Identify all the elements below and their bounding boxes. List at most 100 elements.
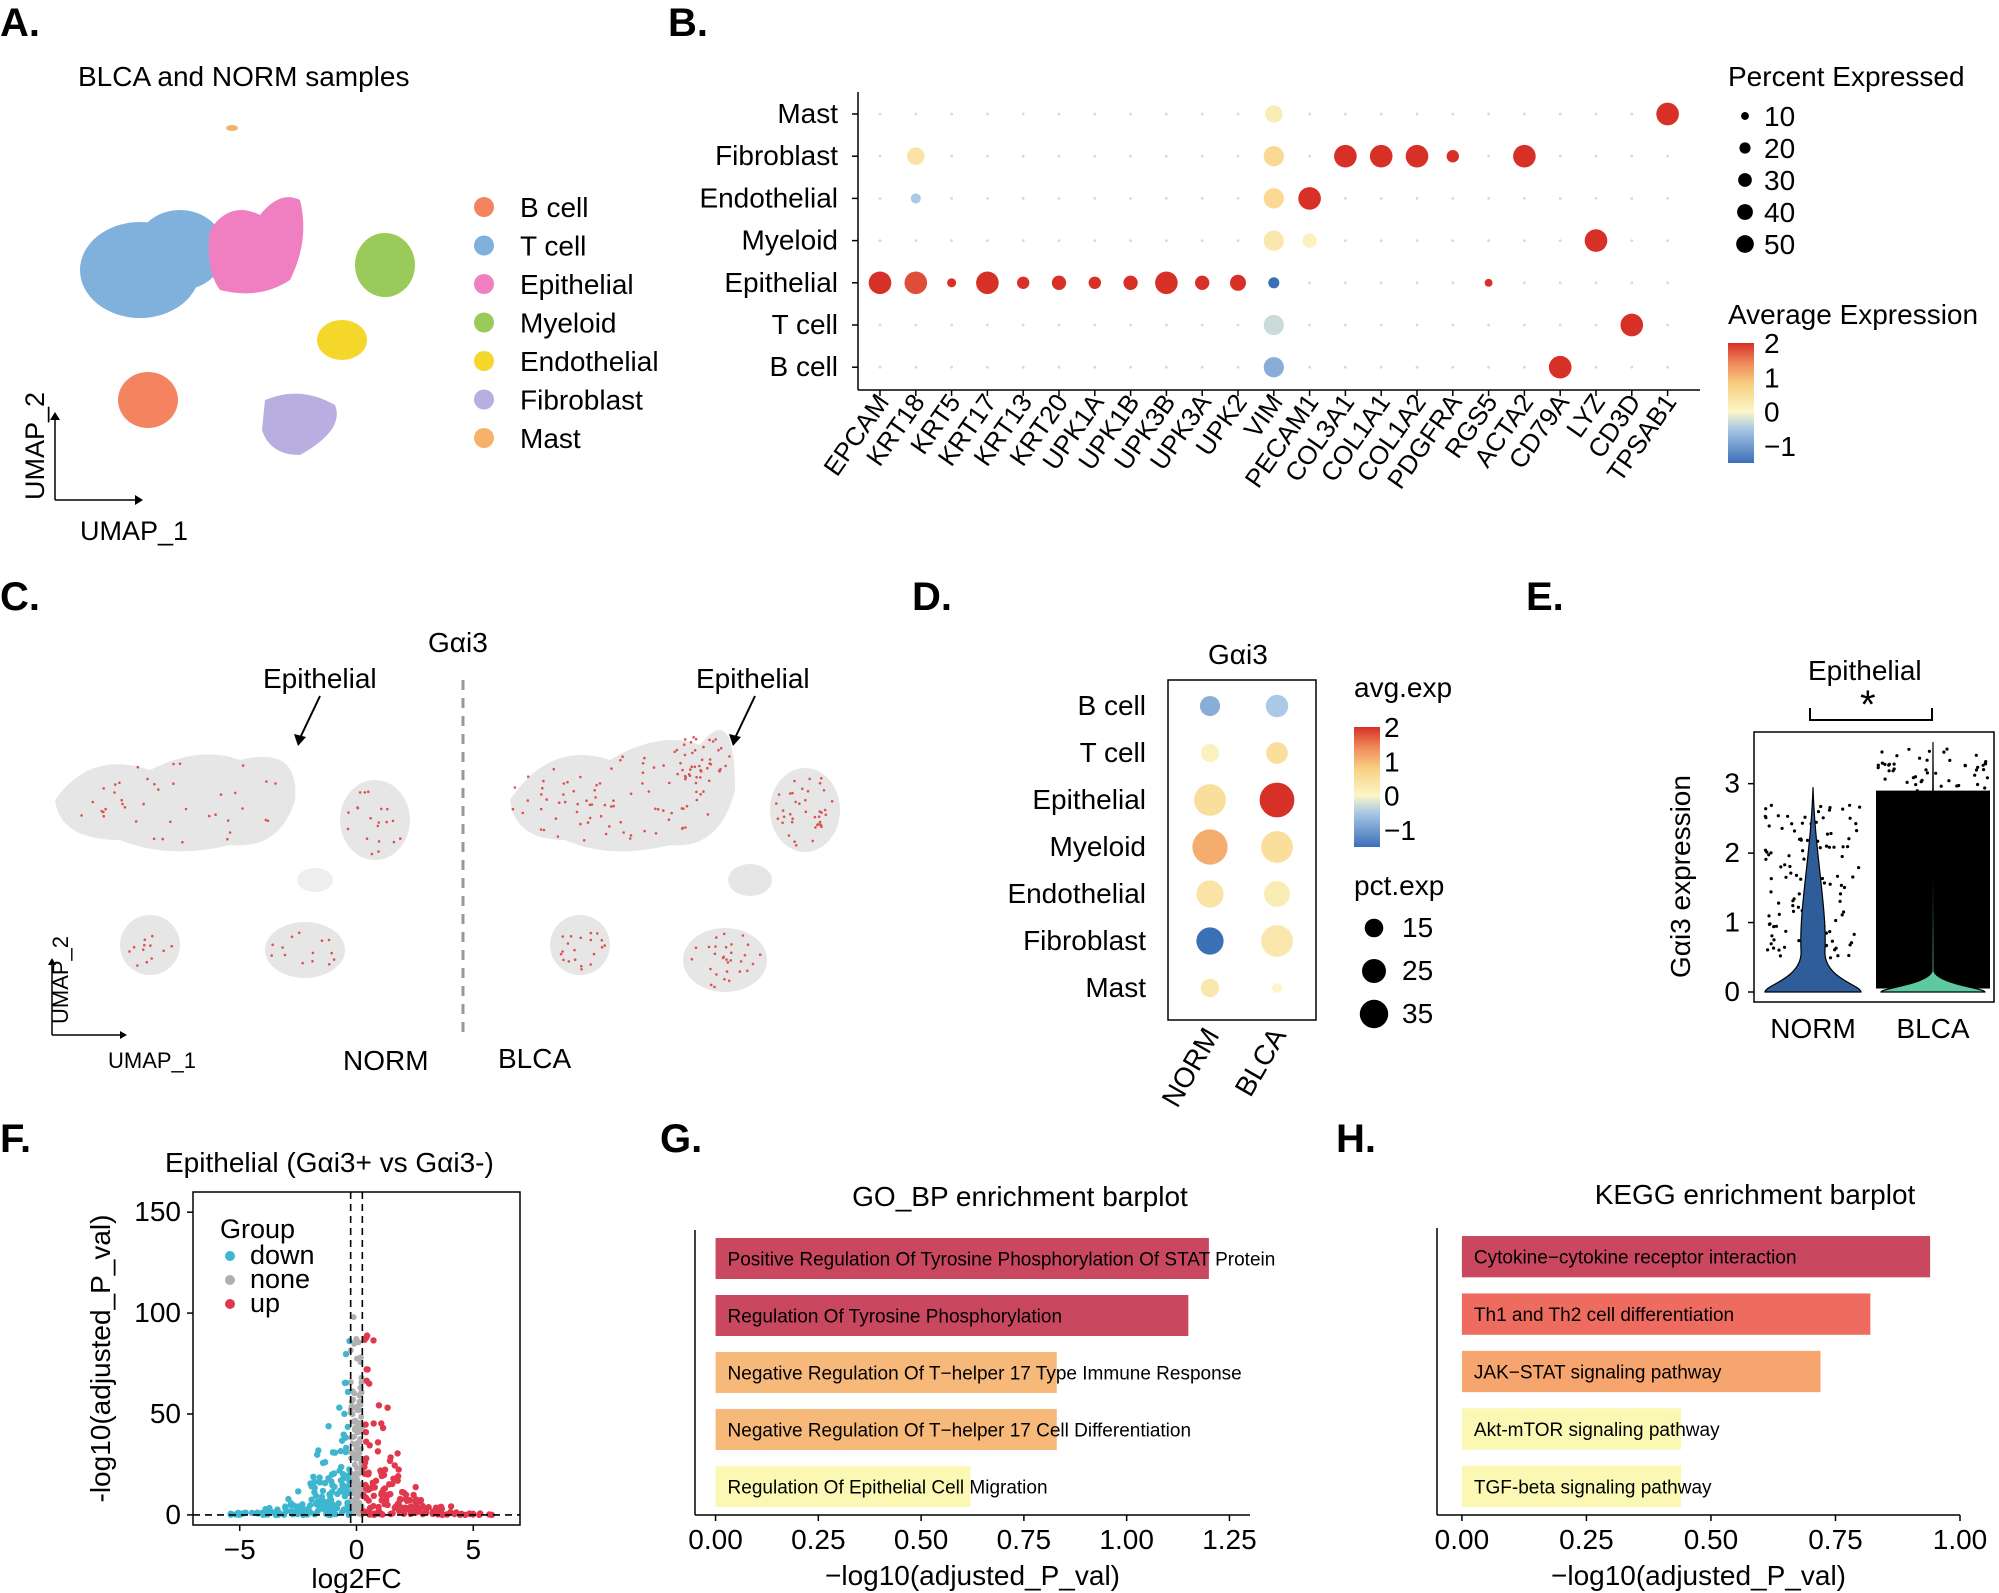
f-point-down: [339, 1483, 347, 1491]
b-background-dot: [1415, 112, 1419, 116]
f-point-down: [331, 1449, 339, 1456]
b-dot-myeloid-vim: [1263, 230, 1284, 251]
f-point-down: [342, 1488, 349, 1495]
b-background-dot: [1165, 154, 1168, 158]
b-background-dot: [1523, 197, 1526, 200]
b-background-dot: [950, 197, 953, 200]
f-point-up: [362, 1421, 369, 1428]
f-point-none: [355, 1407, 362, 1414]
panel-b-letter: B.: [668, 1, 708, 45]
expression-speck: [654, 807, 657, 811]
expression-speck: [266, 819, 270, 823]
legend-key-myeloid: [474, 312, 494, 333]
e-point-blca: [1957, 783, 1961, 788]
b-background-dot: [1093, 323, 1097, 327]
b-dot-mast-vim: [1265, 105, 1283, 123]
f-point-down: [316, 1474, 323, 1481]
legend-key-b-cell: [474, 197, 494, 217]
f-point-up: [363, 1455, 370, 1462]
e-point-norm: [1840, 913, 1844, 917]
b-background-dot: [1379, 365, 1383, 369]
expression-speck: [793, 779, 796, 783]
expression-speck: [690, 957, 694, 961]
b-background-dot: [1630, 365, 1634, 369]
expression-speck: [121, 802, 124, 806]
panel-d: D. Gαi3 B cell T cell Epithelial Myeloid End…: [912, 575, 1452, 1112]
expression-speck: [594, 796, 597, 799]
f-point-up: [366, 1511, 373, 1518]
b-background-dot: [1666, 154, 1669, 158]
f-point-down: [306, 1502, 314, 1509]
expression-speck: [724, 764, 727, 768]
f-legend-key-none: [225, 1275, 235, 1285]
b-background-dot: [1236, 154, 1240, 158]
expression-speck: [823, 808, 827, 812]
bar-label: Negative Regulation Of T−helper 17 Type …: [728, 1364, 1242, 1385]
expression-speck: [714, 945, 717, 948]
expression-speck: [102, 814, 105, 818]
expression-speck: [791, 791, 794, 795]
e-point-blca: [1892, 762, 1896, 766]
f-point-down: [285, 1495, 292, 1503]
e-point-norm: [1788, 864, 1792, 869]
b-background-dot: [1093, 365, 1097, 369]
b-size-key: [1739, 142, 1751, 154]
expression-speck: [233, 791, 237, 795]
b-background-dot: [1057, 154, 1061, 158]
e-point-blca: [1910, 795, 1914, 799]
d-dot-epithelial-norm: [1194, 784, 1226, 816]
b-background-dot: [1344, 197, 1347, 200]
expression-speck: [526, 775, 530, 778]
e-point-norm: [1841, 807, 1845, 811]
f-point-up: [362, 1429, 370, 1436]
e-point-norm: [1767, 914, 1771, 918]
f-point-up: [375, 1508, 383, 1516]
expression-speck: [652, 766, 656, 769]
f-point-up: [365, 1471, 372, 1478]
f-point-up: [380, 1471, 388, 1479]
expression-speck: [679, 761, 682, 765]
e-point-norm: [1777, 901, 1781, 905]
e-point-norm: [1816, 810, 1821, 814]
expression-speck: [814, 826, 817, 829]
b-background-dot: [1379, 281, 1383, 285]
e-point-norm: [1829, 831, 1833, 836]
panel-d-title: Gαi3: [1208, 639, 1268, 670]
d-frame: [1167, 679, 1317, 1021]
e-point-blca: [1958, 793, 1962, 797]
b-background-dot: [1379, 197, 1383, 200]
expression-speck: [377, 840, 381, 843]
b-background-dot: [1487, 239, 1490, 243]
expression-speck: [789, 812, 792, 816]
e-ytick-label: 0: [1724, 976, 1740, 1007]
expression-speck: [104, 807, 107, 811]
b-background-dot: [1021, 239, 1025, 243]
e-point-blca: [1887, 763, 1891, 767]
expression-speck: [369, 816, 372, 820]
expression-speck: [818, 810, 822, 813]
e-point-norm: [1838, 899, 1842, 904]
expression-speck: [226, 837, 229, 841]
d-row-label: T cell: [1080, 737, 1146, 768]
f-point-none: [358, 1413, 365, 1420]
b-color-tick: −1: [1764, 431, 1796, 462]
b-background-dot: [1200, 197, 1204, 200]
b-dot-t-cell-cd3d: [1620, 313, 1644, 337]
expression-speck: [301, 961, 304, 965]
b-background-dot: [1487, 365, 1490, 369]
e-point-blca: [1945, 747, 1949, 751]
f-point-down: [321, 1459, 329, 1466]
b-background-dot: [1200, 112, 1204, 116]
e-point-blca: [1976, 782, 1980, 787]
b-background-dot: [1523, 112, 1526, 116]
expression-speck: [817, 815, 821, 818]
expression-speck: [628, 837, 632, 840]
d-size-label: 25: [1402, 955, 1433, 986]
expression-speck: [715, 973, 718, 976]
expression-speck: [741, 934, 745, 937]
expression-speck: [562, 782, 566, 785]
expression-speck: [694, 781, 698, 785]
b-dot-epithelial-krt17: [976, 271, 999, 295]
b-background-dot: [914, 323, 918, 327]
